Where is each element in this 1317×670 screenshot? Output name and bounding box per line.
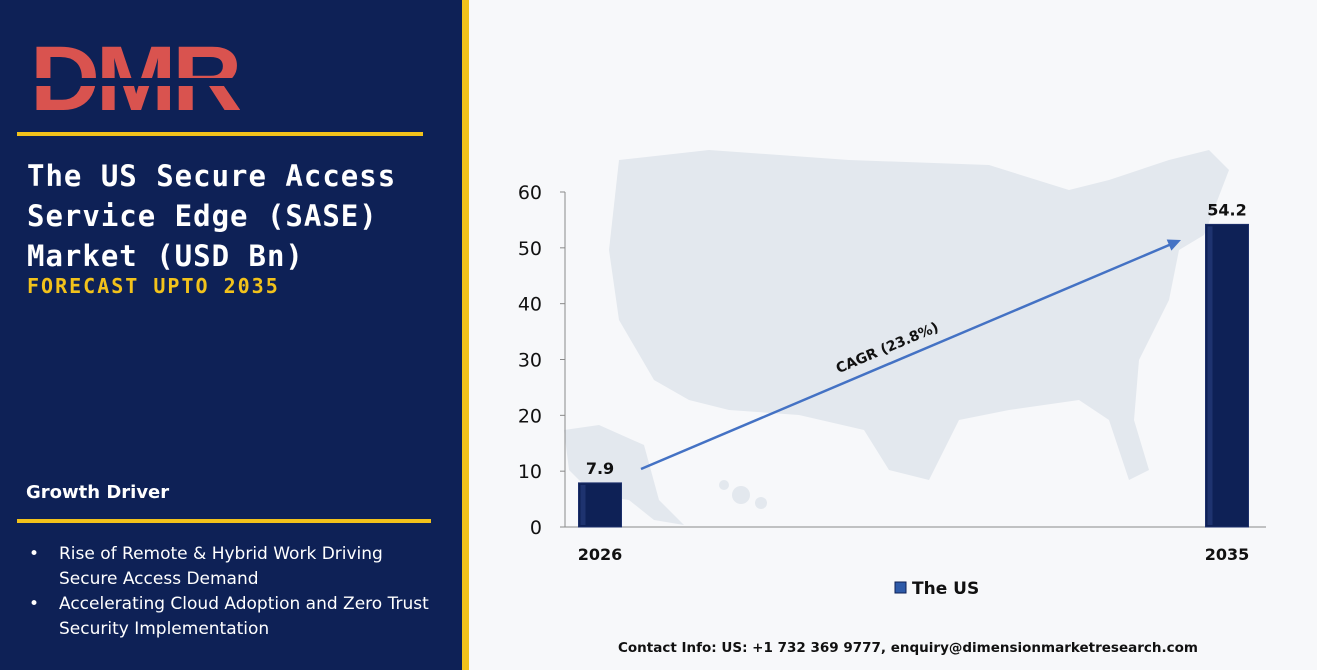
page-title: The US Secure Access Service Edge (SASE)… [27,159,397,273]
growth-driver-list: • Rise of Remote & Hybrid Work Driving Se… [26,542,446,642]
dmr-logo: DMR [30,38,240,120]
x-tick-label: 2035 [1205,545,1250,564]
legend-label: The US [912,579,979,599]
bullet-icon: • [29,594,40,614]
data-label: 7.9 [586,459,614,478]
y-tick-label: 20 [518,405,542,427]
contact-info: Contact Info: US: +1 732 369 9777, enqui… [618,640,1198,656]
accent-stripe [462,0,469,670]
bar-2026 [578,482,622,528]
data-label: 54.2 [1207,200,1246,219]
us-map-background [564,150,1229,525]
bar-highlight [580,484,586,525]
y-tick-label: 30 [518,350,542,372]
header-divider [17,132,423,136]
info-panel: DMR The US Secure Access Service Edge (S… [0,0,462,670]
growth-driver-text: Accelerating Cloud Adoption and Zero Tru… [59,594,429,639]
y-tick-label: 0 [530,517,542,539]
y-tick-label: 50 [518,238,542,260]
y-tick-label: 10 [518,461,542,483]
growth-driver-heading: Growth Driver [26,482,170,503]
page-subtitle: FORECAST UPTO 2035 [27,274,280,298]
growth-driver-item: • Accelerating Cloud Adoption and Zero Tr… [26,592,446,642]
bar-highlight [1207,226,1213,525]
growth-driver-text: Rise of Remote & Hybrid Work Driving Sec… [59,544,383,589]
x-tick-label: 2026 [578,545,623,564]
cagr-arrow-line [640,242,1174,471]
y-tick-label: 40 [518,294,542,316]
bar-2035 [1205,223,1249,528]
growth-driver-item: • Rise of Remote & Hybrid Work Driving Se… [26,542,446,592]
y-tick-label: 60 [518,182,542,204]
cagr-arrow-head [1166,239,1181,251]
bullet-icon: • [29,544,40,564]
growth-driver-divider [17,519,431,523]
legend-swatch [894,581,907,594]
